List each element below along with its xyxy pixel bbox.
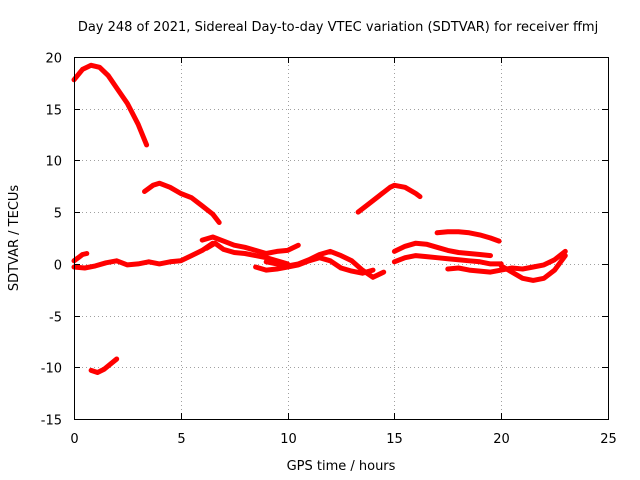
y-tick-label: 20: [45, 52, 62, 67]
series-arc-13: [434, 229, 502, 244]
x-tick-label: 20: [493, 432, 510, 447]
x-axis-label: GPS time / hours: [287, 459, 396, 474]
plot-frame: [74, 57, 609, 420]
series-arc-5: [71, 251, 90, 264]
y-tick-label: 10: [45, 155, 62, 170]
y-tick-labels: -15 -10 -5 0 5 10 15 20: [41, 52, 62, 429]
x-tick-label: 10: [280, 432, 297, 447]
series-arc-10: [263, 248, 387, 280]
x-tick-label: 0: [70, 432, 78, 447]
series-arc-2: [142, 180, 222, 225]
series-arc-12: [391, 253, 504, 267]
series-arc-3: [355, 182, 423, 215]
y-tick-label: -5: [49, 311, 62, 326]
chart-title: Day 248 of 2021, Sidereal Day-to-day VTE…: [78, 20, 598, 35]
y-tick-label: -10: [41, 362, 62, 377]
series-arc-6: [71, 240, 216, 271]
y-tick-label: 15: [45, 104, 62, 119]
series-arc-7: [199, 234, 301, 256]
x-tick-label: 25: [600, 432, 617, 447]
y-tick-label: -15: [41, 414, 62, 429]
series-layer: [71, 62, 568, 375]
y-tick-label: 0: [54, 259, 62, 274]
series-arc-4: [88, 356, 120, 375]
series-arc-8: [203, 240, 291, 267]
series-arc-1: [71, 62, 150, 148]
x-tick-labels: 0 5 10 15 20 25: [70, 432, 616, 447]
x-tick-label: 15: [386, 432, 403, 447]
x-tick-label: 5: [177, 432, 185, 447]
y-axis-label: SDTVAR / TECUs: [7, 185, 22, 292]
tick-layer: [74, 57, 609, 420]
series-arc-11: [391, 240, 493, 259]
series-arc-15: [498, 253, 568, 283]
grid-layer: [74, 57, 608, 419]
y-tick-label: 5: [54, 207, 62, 222]
